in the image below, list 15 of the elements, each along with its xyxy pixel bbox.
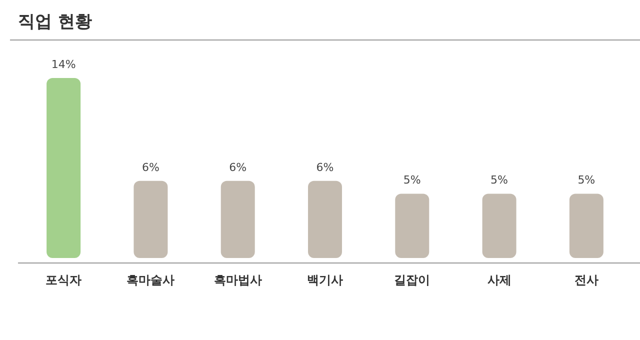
- x-tick-label: 길잡이: [394, 273, 430, 287]
- data-label: 5%: [403, 174, 421, 187]
- x-tick-label: 흑마술사: [126, 273, 175, 287]
- data-label: 5%: [490, 174, 508, 187]
- data-label: 6%: [142, 160, 160, 174]
- data-label: 6%: [316, 160, 334, 174]
- x-tick-label: 전사: [574, 273, 598, 287]
- x-tick-label: 사제: [487, 273, 512, 287]
- x-tick-label: 백기사: [307, 273, 343, 287]
- data-label: 5%: [578, 174, 596, 187]
- chart-title: 직업 현황: [18, 12, 92, 32]
- x-tick-label: 흑마법사: [214, 273, 262, 287]
- data-label: 6%: [229, 160, 247, 174]
- data-label: 14%: [51, 58, 76, 71]
- x-tick-label: 포식자: [46, 273, 82, 287]
